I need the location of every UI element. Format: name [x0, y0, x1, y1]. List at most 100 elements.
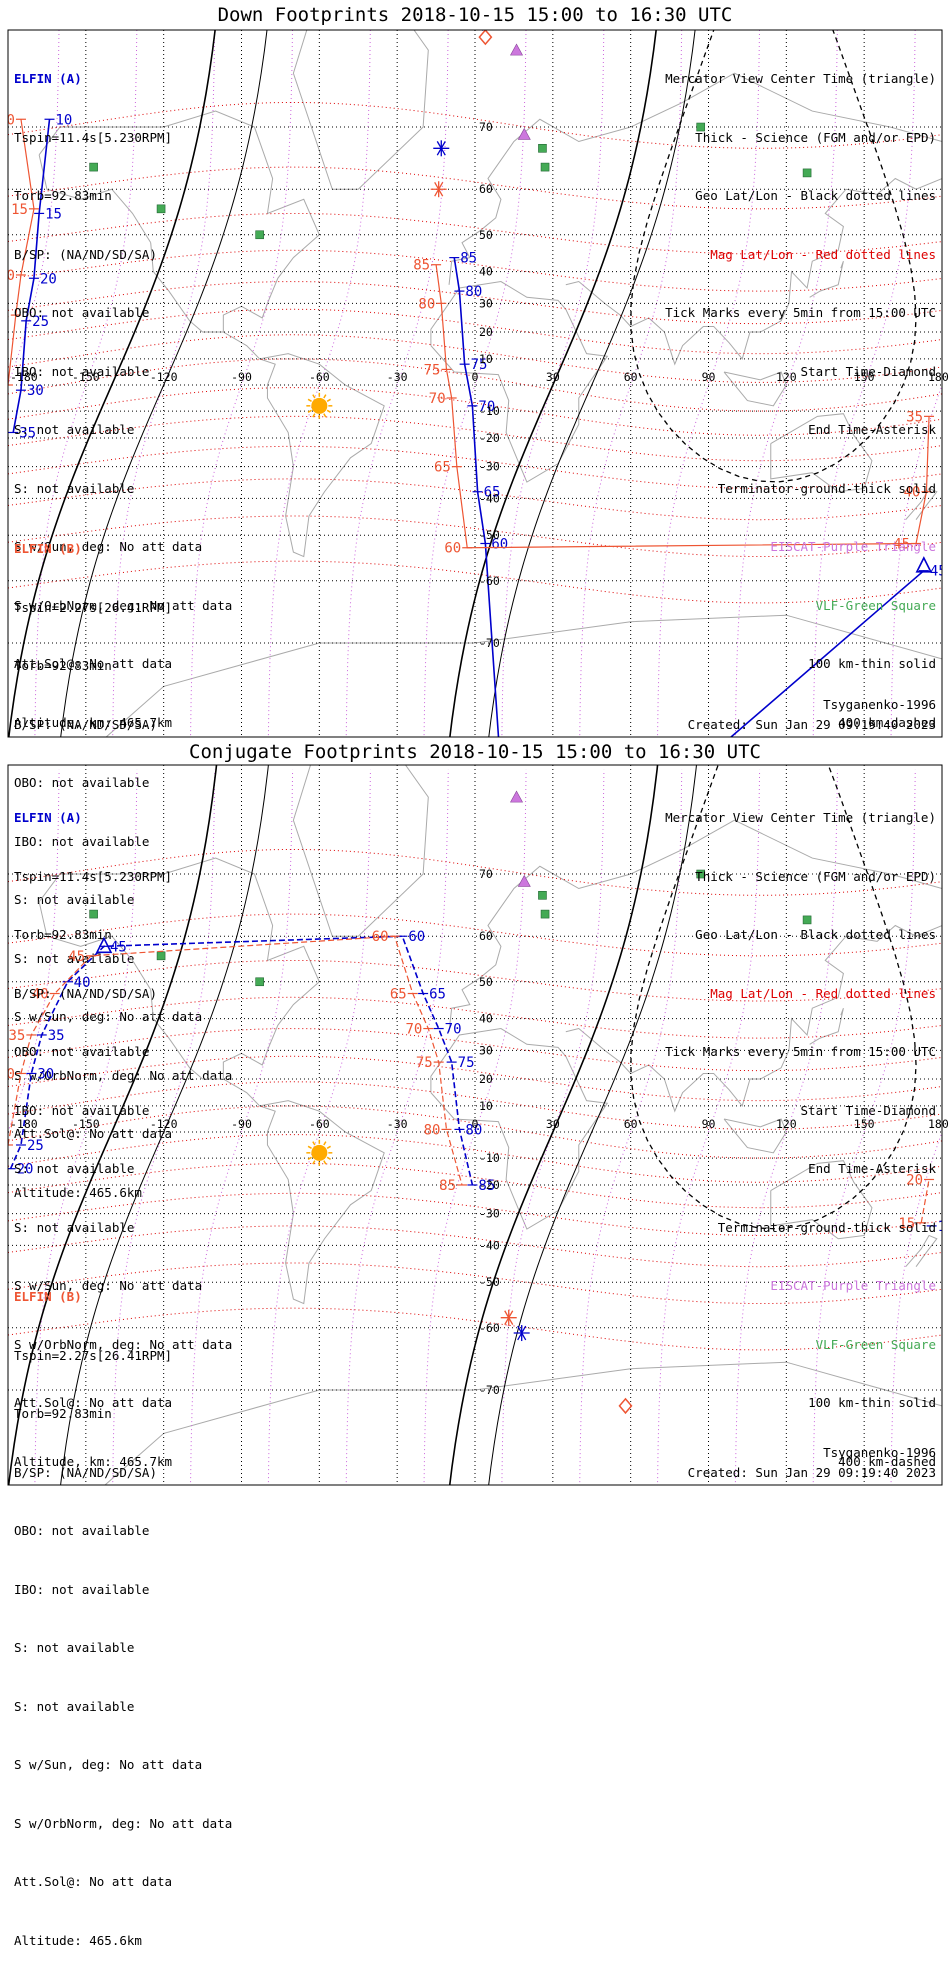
latitude-tick-label: 70	[479, 867, 493, 881]
latitude-tick-label: -10	[479, 404, 500, 418]
eiscat-triangle-icon	[510, 43, 524, 56]
probe-a-line: Tspin=11.4s[5.230RPM]	[14, 129, 173, 145]
probe-a-header: ELFIN (A)	[14, 810, 82, 825]
latitude-tick-label: 70	[479, 120, 493, 134]
legend-entry: Mag Lat/Lon - Red dotted lines	[710, 246, 936, 262]
footprint-time-label: 25	[0, 1138, 2, 1154]
footprint-time-label: 75	[458, 1055, 475, 1071]
probe-b-header: ELFIN (B)	[14, 1289, 82, 1304]
longitude-tick-label: 60	[624, 1117, 638, 1131]
probe-b-line: Torb=92.83min	[14, 658, 112, 673]
footprint-time-label: 65	[484, 485, 501, 501]
legend-entry: Mercator View Center Time (triangle)	[665, 810, 936, 825]
sun-ray	[307, 409, 312, 413]
probe-b-line: S w/OrbNorm, deg: No att data	[14, 1815, 233, 1831]
vlf-square-icon	[540, 909, 550, 919]
sun-ray	[326, 409, 331, 413]
meridian-curve	[423, 769, 527, 1485]
probe-b-line: OBO: not available	[14, 1523, 150, 1538]
latitude-tick-label: 30	[479, 296, 493, 310]
meridian-curve	[345, 769, 449, 1485]
footprint-time-label: 20	[0, 268, 15, 284]
end-asterisk-icon	[433, 140, 450, 157]
legend-entry: Start Time-Diamond	[800, 363, 936, 379]
latitude-tick-label: -30	[479, 1207, 500, 1221]
legend-entry: Geo Lat/Lon - Black dotted lines	[695, 188, 936, 203]
asterisk-stroke	[436, 141, 446, 156]
legend-entry: EISCAT-Purple Triangle	[770, 539, 936, 554]
longitude-tick-label: -60	[309, 1117, 330, 1131]
footprint-time-label: 75	[424, 362, 441, 378]
probe-a-line: IBO: not available	[14, 363, 150, 379]
latitude-tick-label: 40	[479, 1012, 493, 1026]
footprint-time-label: 85	[478, 1178, 495, 1194]
latitude-tick-label: -40	[479, 1238, 500, 1252]
probe-a-line: Torb=92.83min	[14, 927, 112, 942]
end-asterisk-icon	[513, 1325, 530, 1342]
down-model-label: Tsyganenko-1996	[823, 697, 936, 712]
footprint-time-label: 80	[418, 296, 435, 312]
footprint-time-label: 70	[478, 399, 495, 415]
vlf-square-icon	[538, 143, 547, 153]
footprint-time-label: 80	[424, 1122, 441, 1138]
longitude-tick-label: -90	[231, 370, 252, 384]
latitude-tick-label: -10	[479, 1151, 500, 1165]
conjugate-probe-b-info: ELFIN (B) Tspin=2.27s[26.41RPM] Torb=92.…	[14, 1248, 232, 1970]
meridian-curve	[345, 30, 449, 737]
legend-entry: Geo Lat/Lon - Black dotted lines	[695, 927, 936, 942]
latitude-tick-label: 50	[479, 228, 493, 242]
latitude-tick-label: 50	[479, 975, 493, 989]
legend-entry: Terminator-ground-thick solid	[717, 1219, 936, 1235]
longitude-tick-label: -60	[309, 370, 330, 384]
footprint-time-label: 30	[0, 1066, 15, 1082]
probe-a-line: Tspin=11.4s[5.230RPM]	[14, 868, 173, 884]
end-asterisk-icon	[430, 181, 447, 198]
sun-ray	[323, 1160, 327, 1165]
eiscat-triangle-icon	[510, 790, 524, 803]
sun-ray	[323, 413, 327, 418]
longitude-tick-label: 60	[624, 370, 638, 384]
probe-b-line: B/SP: (NA/ND/SD/SA)	[14, 1464, 157, 1480]
meridian-curve	[423, 30, 527, 737]
conjugate-panel-title: Conjugate Footprints 2018-10-15 15:00 to…	[189, 741, 761, 763]
sun-ray	[312, 1141, 316, 1146]
probe-b-line: S: not available	[14, 1698, 135, 1714]
latitude-tick-label: 20	[479, 1072, 493, 1086]
probe-a-line: Torb=92.83min	[14, 188, 112, 203]
probe-b-line: Altitude: 465.6km	[14, 1932, 142, 1948]
down-legend: Mercator View Center Time (triangle) Thi…	[665, 30, 936, 752]
probe-a-line: S: not available	[14, 422, 135, 437]
vlf-square-icon	[540, 162, 550, 172]
sun-disc	[311, 397, 328, 414]
longitude-tick-label: -90	[231, 1117, 252, 1131]
start-diamond-icon	[618, 1397, 633, 1415]
probe-a-line: Att.Sol@: No att data	[14, 1395, 173, 1410]
latitude-tick-label: -50	[479, 1275, 500, 1289]
sun-ray	[323, 394, 327, 399]
footprint-time-label: 65	[429, 987, 446, 1003]
legend-entry: VLF-Green Square	[815, 597, 936, 613]
terminator-ground-line	[449, 30, 657, 737]
footprint-time-label: 60	[491, 536, 508, 552]
probe-a-line: S w/Sun, deg: No att data	[14, 1278, 203, 1293]
probe-a-line: Att.Sol@: No att data	[14, 656, 173, 671]
latitude-tick-label: -20	[479, 1178, 500, 1192]
footprint-time-label: 60	[408, 929, 425, 945]
asterisk-stroke	[434, 181, 444, 197]
legend-entry: End Time-Asterisk	[808, 422, 936, 437]
asterisk-stroke	[434, 181, 444, 197]
sun-ray	[312, 413, 316, 418]
footprint-time-label: 55	[517, 919, 534, 935]
footprint-time-label: 60	[372, 929, 389, 945]
legend-entry: 100 km-thin solid	[808, 1395, 936, 1410]
footprint-time-label: 70	[405, 1022, 422, 1038]
legend-entry: Terminator-ground-thick solid	[717, 480, 936, 496]
latitude-tick-label: 60	[479, 182, 493, 196]
footprint-time-label: 75	[416, 1055, 433, 1071]
probe-a-line: S w/Sun, deg: No att data	[14, 539, 203, 554]
asterisk-stroke	[504, 1310, 514, 1325]
sun-disc	[311, 1144, 328, 1161]
asterisk-stroke	[517, 1325, 527, 1341]
meridian-curve	[267, 30, 371, 737]
latitude-tick-label: -70	[479, 1383, 500, 1397]
